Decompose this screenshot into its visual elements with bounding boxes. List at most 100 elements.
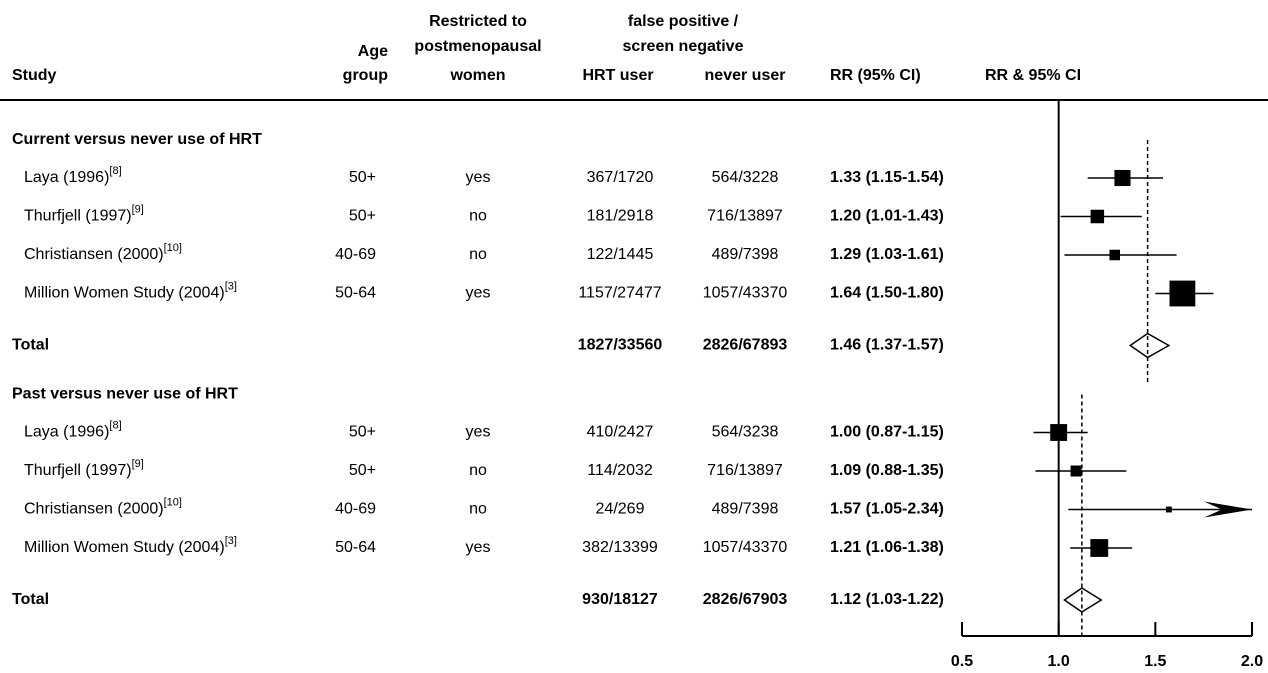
rr-ci: 1.29 (1.03-1.61) [830, 246, 944, 263]
never-count: 2826/67903 [703, 591, 788, 608]
study-name: Christiansen (2000) [24, 501, 164, 518]
point-estimate [1090, 539, 1109, 557]
header-age: group [343, 67, 389, 84]
header-fp: false positive / [628, 13, 739, 30]
never-count: 489/7398 [712, 501, 779, 518]
summary-diamond [1128, 332, 1171, 359]
hrt-count: 122/1445 [587, 246, 654, 263]
study-ref: [9] [132, 203, 144, 215]
never-count: 564/3228 [712, 169, 779, 186]
rr-ci: 1.12 (1.03-1.22) [830, 591, 944, 608]
study-ref: [3] [225, 535, 237, 547]
study-label: Thurfjell (1997)[9] [24, 203, 144, 224]
study-ref: [10] [164, 242, 182, 254]
study-ref: [9] [132, 458, 144, 470]
never-count: 1057/43370 [703, 539, 788, 556]
study-label: Million Women Study (2004)[3] [24, 535, 237, 556]
age: 40-69 [335, 246, 376, 263]
restricted: yes [466, 285, 491, 302]
x-tick-label: 2.0 [1241, 653, 1263, 670]
header-restricted: Restricted to [429, 13, 527, 30]
rr-ci: 1.33 (1.15-1.54) [830, 169, 944, 186]
study-name: Laya (1996) [24, 424, 109, 441]
rr-ci: 1.09 (0.88-1.35) [830, 462, 944, 479]
age: 50-64 [335, 285, 376, 302]
point-estimate [1109, 249, 1120, 261]
group-title: Current versus never use of HRT [12, 131, 262, 148]
never-count: 2826/67893 [703, 337, 788, 354]
never-count: 1057/43370 [703, 285, 788, 302]
restricted: no [469, 246, 487, 263]
header-age: Age [358, 43, 388, 60]
header-restricted: postmenopausal [414, 38, 541, 55]
study-label: Thurfjell (1997)[9] [24, 458, 144, 479]
rr-ci: 1.20 (1.01-1.43) [830, 208, 944, 225]
header-plot: RR & 95% CI [985, 67, 1081, 84]
total-label: Total [12, 337, 49, 354]
x-tick-label: 1.0 [1048, 653, 1070, 670]
restricted: no [469, 208, 487, 225]
study-label: Christiansen (2000)[10] [24, 242, 182, 263]
point-estimate [1090, 209, 1105, 224]
ci-arrow [1204, 501, 1252, 518]
study-name: Thurfjell (1997) [24, 208, 132, 225]
header-study: Study [12, 67, 57, 84]
point-estimate [1114, 169, 1131, 187]
header-fp: screen negative [623, 38, 744, 55]
x-tick-label: 1.5 [1144, 653, 1166, 670]
restricted: no [469, 462, 487, 479]
never-count: 489/7398 [712, 246, 779, 263]
age: 40-69 [335, 501, 376, 518]
study-name: Million Women Study (2004) [24, 539, 225, 556]
study-name: Laya (1996) [24, 169, 109, 186]
study-label: Laya (1996)[8] [24, 165, 122, 186]
age: 50-64 [335, 539, 376, 556]
point-estimate [1070, 465, 1082, 477]
restricted: yes [466, 169, 491, 186]
header-rr: RR (95% CI) [830, 67, 921, 84]
rr-ci: 1.64 (1.50-1.80) [830, 285, 944, 302]
hrt-count: 410/2427 [587, 424, 654, 441]
never-count: 716/13897 [707, 462, 783, 479]
age: 50+ [349, 208, 376, 225]
never-count: 564/3238 [712, 424, 779, 441]
study-label: Million Women Study (2004)[3] [24, 280, 237, 301]
rr-ci: 1.57 (1.05-2.34) [830, 501, 944, 518]
group-title: Past versus never use of HRT [12, 386, 238, 403]
study-name: Thurfjell (1997) [24, 462, 132, 479]
point-estimate [1169, 280, 1196, 307]
header-restricted: women [449, 67, 505, 84]
rr-ci: 1.00 (0.87-1.15) [830, 424, 944, 441]
rr-ci: 1.21 (1.06-1.38) [830, 539, 944, 556]
hrt-count: 181/2918 [587, 208, 654, 225]
study-ref: [8] [109, 419, 121, 431]
hrt-count: 382/13399 [582, 539, 658, 556]
hrt-count: 1827/33560 [578, 337, 663, 354]
study-ref: [10] [164, 496, 182, 508]
study-name: Christiansen (2000) [24, 246, 164, 263]
restricted: yes [466, 539, 491, 556]
study-name: Million Women Study (2004) [24, 285, 225, 302]
never-count: 716/13897 [707, 208, 783, 225]
age: 50+ [349, 462, 376, 479]
hrt-count: 114/2032 [587, 462, 653, 479]
x-tick-label: 0.5 [951, 653, 973, 670]
study-label: Laya (1996)[8] [24, 419, 122, 440]
hrt-count: 930/18127 [582, 591, 658, 608]
age: 50+ [349, 169, 376, 186]
restricted: no [469, 501, 487, 518]
point-estimate [1050, 424, 1068, 441]
study-ref: [3] [225, 280, 237, 292]
age: 50+ [349, 424, 376, 441]
point-estimate [1165, 506, 1172, 513]
rr-ci: 1.46 (1.37-1.57) [830, 337, 944, 354]
header-never: never user [705, 67, 786, 84]
study-label: Christiansen (2000)[10] [24, 496, 182, 517]
hrt-count: 367/1720 [587, 169, 654, 186]
hrt-count: 24/269 [596, 501, 645, 518]
total-label: Total [12, 591, 49, 608]
study-ref: [8] [109, 165, 121, 177]
restricted: yes [466, 424, 491, 441]
hrt-count: 1157/27477 [578, 285, 661, 302]
